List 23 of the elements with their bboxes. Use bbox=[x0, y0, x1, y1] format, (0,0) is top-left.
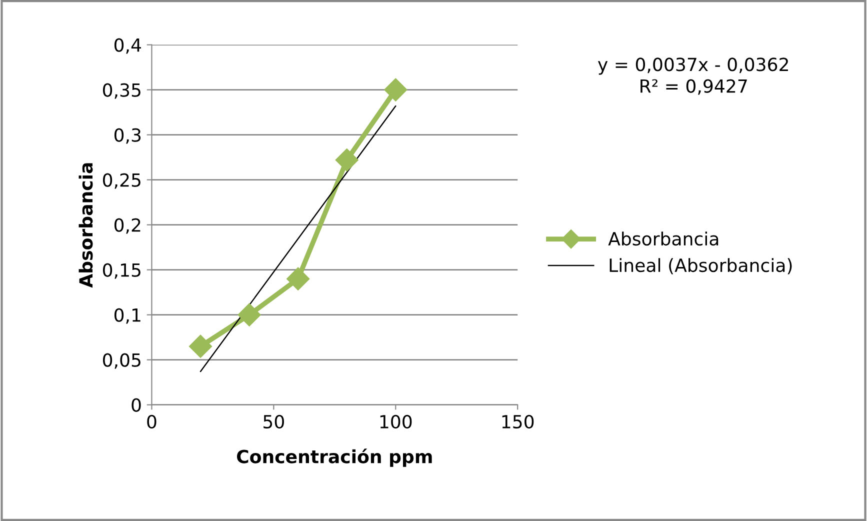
y-tick-label: 0,25 bbox=[102, 173, 140, 189]
legend-label: Lineal (Absorbancia) bbox=[610, 258, 792, 274]
y-tick-label: 0,2 bbox=[114, 218, 140, 234]
legend-label: Absorbancia bbox=[608, 232, 718, 246]
point bbox=[335, 148, 358, 172]
x-tick-label: 100 bbox=[380, 414, 412, 429]
x-tick-label: 50 bbox=[264, 414, 284, 429]
point bbox=[238, 303, 261, 326]
point bbox=[384, 78, 408, 102]
y-tick-label: 0,4 bbox=[114, 38, 141, 54]
y-tick-label: 0,15 bbox=[102, 263, 140, 279]
y-tick-label: 0,35 bbox=[102, 83, 140, 99]
y-axis-title: Absorbancia bbox=[78, 163, 93, 288]
x-tick-label: 0 bbox=[147, 414, 156, 429]
point bbox=[189, 334, 212, 358]
text: y = 0,0037x - 0,0362 R² = 0,9427 bbox=[598, 58, 788, 95]
x-axis-title: Concentración ppm bbox=[236, 448, 432, 467]
y-tick-label: 0,05 bbox=[102, 353, 140, 369]
y-tick-label: 0 bbox=[132, 398, 141, 412]
x-tick-label: 150 bbox=[502, 414, 534, 429]
y-tick-label: 0,1 bbox=[114, 308, 140, 324]
point bbox=[286, 267, 310, 290]
y-tick-label: 0,3 bbox=[114, 128, 141, 144]
